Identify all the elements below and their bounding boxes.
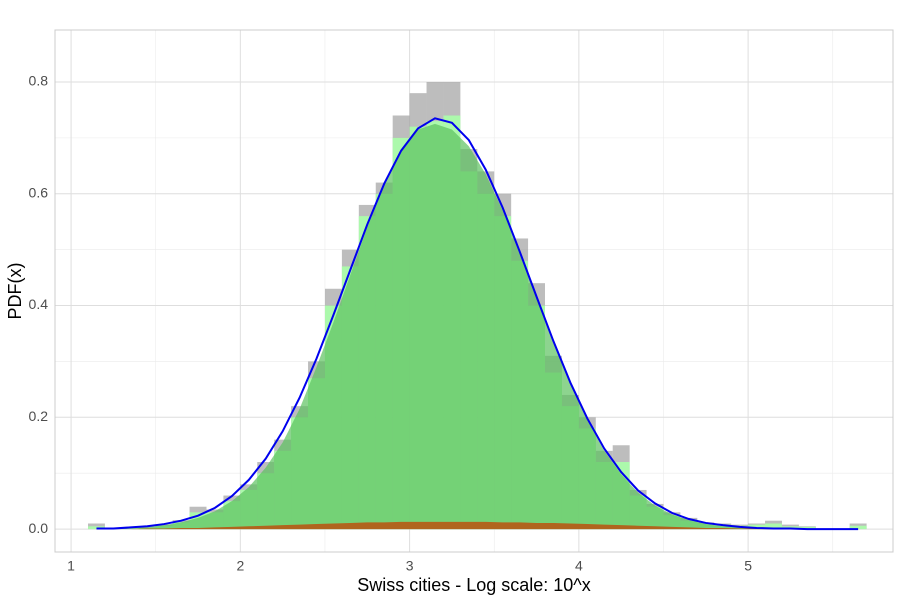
density-line: [96, 117, 859, 531]
y-tick-label: 0.6: [29, 184, 49, 200]
histogram-bar: [88, 526, 105, 530]
y-tick-label: 0.0: [29, 520, 49, 536]
density-area: [96, 123, 859, 530]
x-tick-label: 5: [744, 558, 752, 574]
x-axis-title: Swiss cities - Log scale: 10^x: [357, 575, 591, 595]
histogram-bar: [748, 524, 766, 530]
y-tick-label: 0.2: [29, 408, 49, 424]
x-tick-label: 3: [406, 558, 414, 574]
y-tick-label: 0.8: [29, 73, 49, 89]
x-tick-label: 1: [67, 558, 75, 574]
plot-border: [54, 29, 894, 553]
histogram-bar: [765, 523, 782, 530]
density-area: [96, 521, 859, 530]
y-axis-title: PDF(x): [5, 263, 25, 320]
histogram-bar: [798, 526, 816, 530]
x-tick-label: 2: [236, 558, 244, 574]
x-tick-label: 4: [575, 558, 583, 574]
histogram-bar: [849, 525, 867, 530]
y-tick-label: 0.4: [29, 296, 49, 312]
